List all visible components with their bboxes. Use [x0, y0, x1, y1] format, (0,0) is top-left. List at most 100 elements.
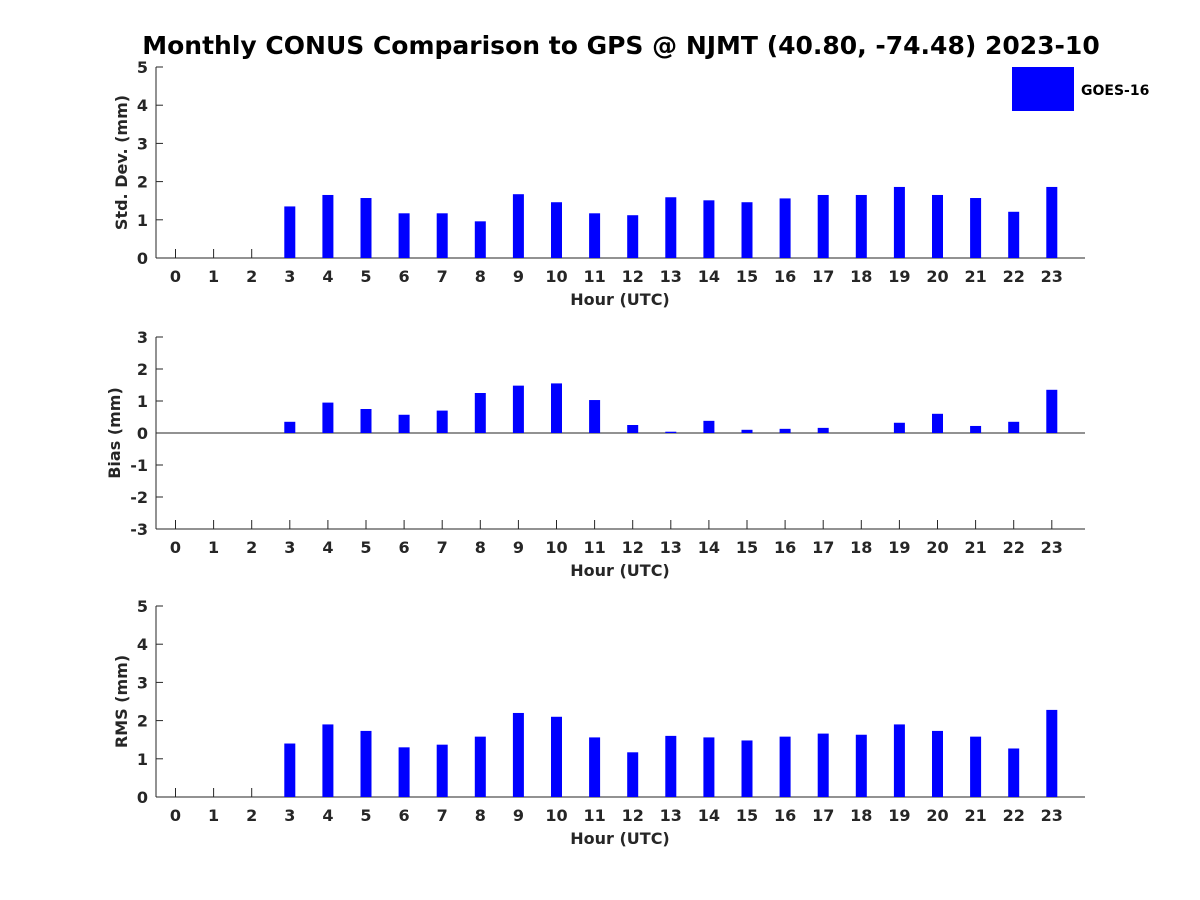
- x-tick-label: 16: [774, 267, 796, 286]
- x-tick-label: 4: [322, 538, 333, 557]
- y-tick-label: -3: [130, 520, 148, 539]
- x-tick-label: 23: [1041, 538, 1063, 557]
- x-tick-label: 22: [1003, 267, 1025, 286]
- bar-rms-hour-12: [627, 752, 639, 797]
- y-tick-label: 2: [137, 173, 148, 192]
- x-tick-label: 21: [964, 267, 986, 286]
- bar-stddev-hour-8: [474, 221, 486, 258]
- x-tick-label: 2: [246, 806, 257, 825]
- x-tick-label: 13: [660, 267, 682, 286]
- y-tick-label: -2: [130, 488, 148, 507]
- bar-stddev-hour-6: [398, 213, 410, 258]
- x-tick-label: 11: [583, 806, 605, 825]
- bar-rms-hour-14: [703, 737, 715, 797]
- x-tick-label: 0: [170, 538, 181, 557]
- x-tick-label: 10: [545, 806, 567, 825]
- y-tick-label: 4: [137, 96, 148, 115]
- x-tick-label: 13: [660, 806, 682, 825]
- x-tick-label: 17: [812, 538, 834, 557]
- legend-swatch: [1012, 67, 1074, 111]
- x-tick-label: 2: [246, 267, 257, 286]
- y-axis-label: Bias (mm): [105, 387, 124, 479]
- y-tick-label: 3: [137, 134, 148, 153]
- bar-stddev-hour-15: [741, 202, 753, 258]
- x-tick-label: 15: [736, 538, 758, 557]
- x-tick-label: 1: [208, 806, 219, 825]
- x-tick-label: 20: [926, 806, 948, 825]
- bar-rms-hour-16: [779, 736, 791, 797]
- x-tick-label: 7: [437, 806, 448, 825]
- x-tick-label: 1: [208, 267, 219, 286]
- bar-bias-hour-6: [398, 414, 410, 433]
- bar-rms-hour-3: [284, 743, 296, 797]
- bar-stddev-hour-16: [779, 198, 791, 258]
- x-tick-label: 10: [545, 538, 567, 557]
- y-tick-label: 0: [137, 788, 148, 807]
- bar-bias-hour-4: [322, 402, 334, 433]
- y-tick-label: 4: [137, 635, 148, 654]
- x-tick-label: 11: [583, 538, 605, 557]
- bar-rms-hour-10: [551, 716, 562, 797]
- x-tick-label: 3: [284, 806, 295, 825]
- bar-rms-hour-7: [436, 744, 448, 797]
- bar-stddev-hour-7: [436, 213, 448, 258]
- y-axis-label: RMS (mm): [112, 655, 131, 748]
- x-tick-label: 0: [170, 267, 181, 286]
- x-tick-label: 7: [437, 267, 448, 286]
- bar-bias-hour-22: [1008, 421, 1020, 433]
- x-tick-label: 23: [1041, 267, 1063, 286]
- x-tick-label: 6: [399, 267, 410, 286]
- x-tick-label: 20: [926, 267, 948, 286]
- y-tick-label: 5: [137, 58, 148, 77]
- bar-bias-hour-16: [779, 428, 791, 433]
- y-tick-label: 0: [137, 249, 148, 268]
- y-tick-label: 2: [137, 360, 148, 379]
- x-tick-label: 21: [964, 538, 986, 557]
- x-tick-label: 9: [513, 538, 524, 557]
- bar-stddev-hour-9: [512, 194, 524, 258]
- bar-rms-hour-13: [665, 735, 677, 797]
- x-tick-label: 3: [284, 538, 295, 557]
- bar-bias-hour-12: [627, 425, 639, 433]
- bar-stddev-hour-23: [1046, 186, 1058, 258]
- y-tick-label: 1: [137, 211, 148, 230]
- x-tick-label: 4: [322, 806, 333, 825]
- bar-bias-hour-10: [551, 383, 562, 433]
- x-tick-label: 8: [475, 267, 486, 286]
- bar-bias-hour-11: [589, 400, 601, 433]
- x-tick-label: 22: [1003, 538, 1025, 557]
- bar-bias-hour-7: [436, 410, 448, 433]
- bar-bias-hour-8: [474, 393, 486, 433]
- bar-bias-hour-14: [703, 420, 715, 433]
- bar-bias-hour-17: [817, 427, 829, 433]
- x-tick-label: 18: [850, 267, 872, 286]
- x-tick-label: 14: [698, 538, 720, 557]
- x-tick-label: 17: [812, 267, 834, 286]
- x-tick-label: 7: [437, 538, 448, 557]
- bar-bias-hour-23: [1046, 389, 1058, 433]
- x-tick-label: 18: [850, 538, 872, 557]
- bar-stddev-hour-11: [589, 213, 601, 258]
- x-tick-label: 18: [850, 806, 872, 825]
- bar-bias-hour-21: [970, 425, 982, 433]
- y-tick-label: 3: [137, 328, 148, 347]
- bar-bias-hour-20: [932, 413, 943, 433]
- x-tick-label: 14: [698, 806, 720, 825]
- bar-rms-hour-15: [741, 740, 753, 797]
- x-tick-label: 17: [812, 806, 834, 825]
- bar-stddev-hour-19: [893, 186, 905, 258]
- x-tick-label: 20: [926, 538, 948, 557]
- x-tick-label: 23: [1041, 806, 1063, 825]
- bar-rms-hour-17: [817, 733, 829, 797]
- bar-rms-hour-23: [1046, 709, 1058, 797]
- bar-stddev-hour-12: [627, 215, 639, 258]
- x-tick-label: 12: [622, 538, 644, 557]
- y-tick-label: 1: [137, 392, 148, 411]
- y-axis-label: Std. Dev. (mm): [112, 95, 131, 230]
- legend: GOES-16: [1012, 67, 1149, 111]
- x-tick-label: 12: [622, 267, 644, 286]
- x-tick-label: 3: [284, 267, 295, 286]
